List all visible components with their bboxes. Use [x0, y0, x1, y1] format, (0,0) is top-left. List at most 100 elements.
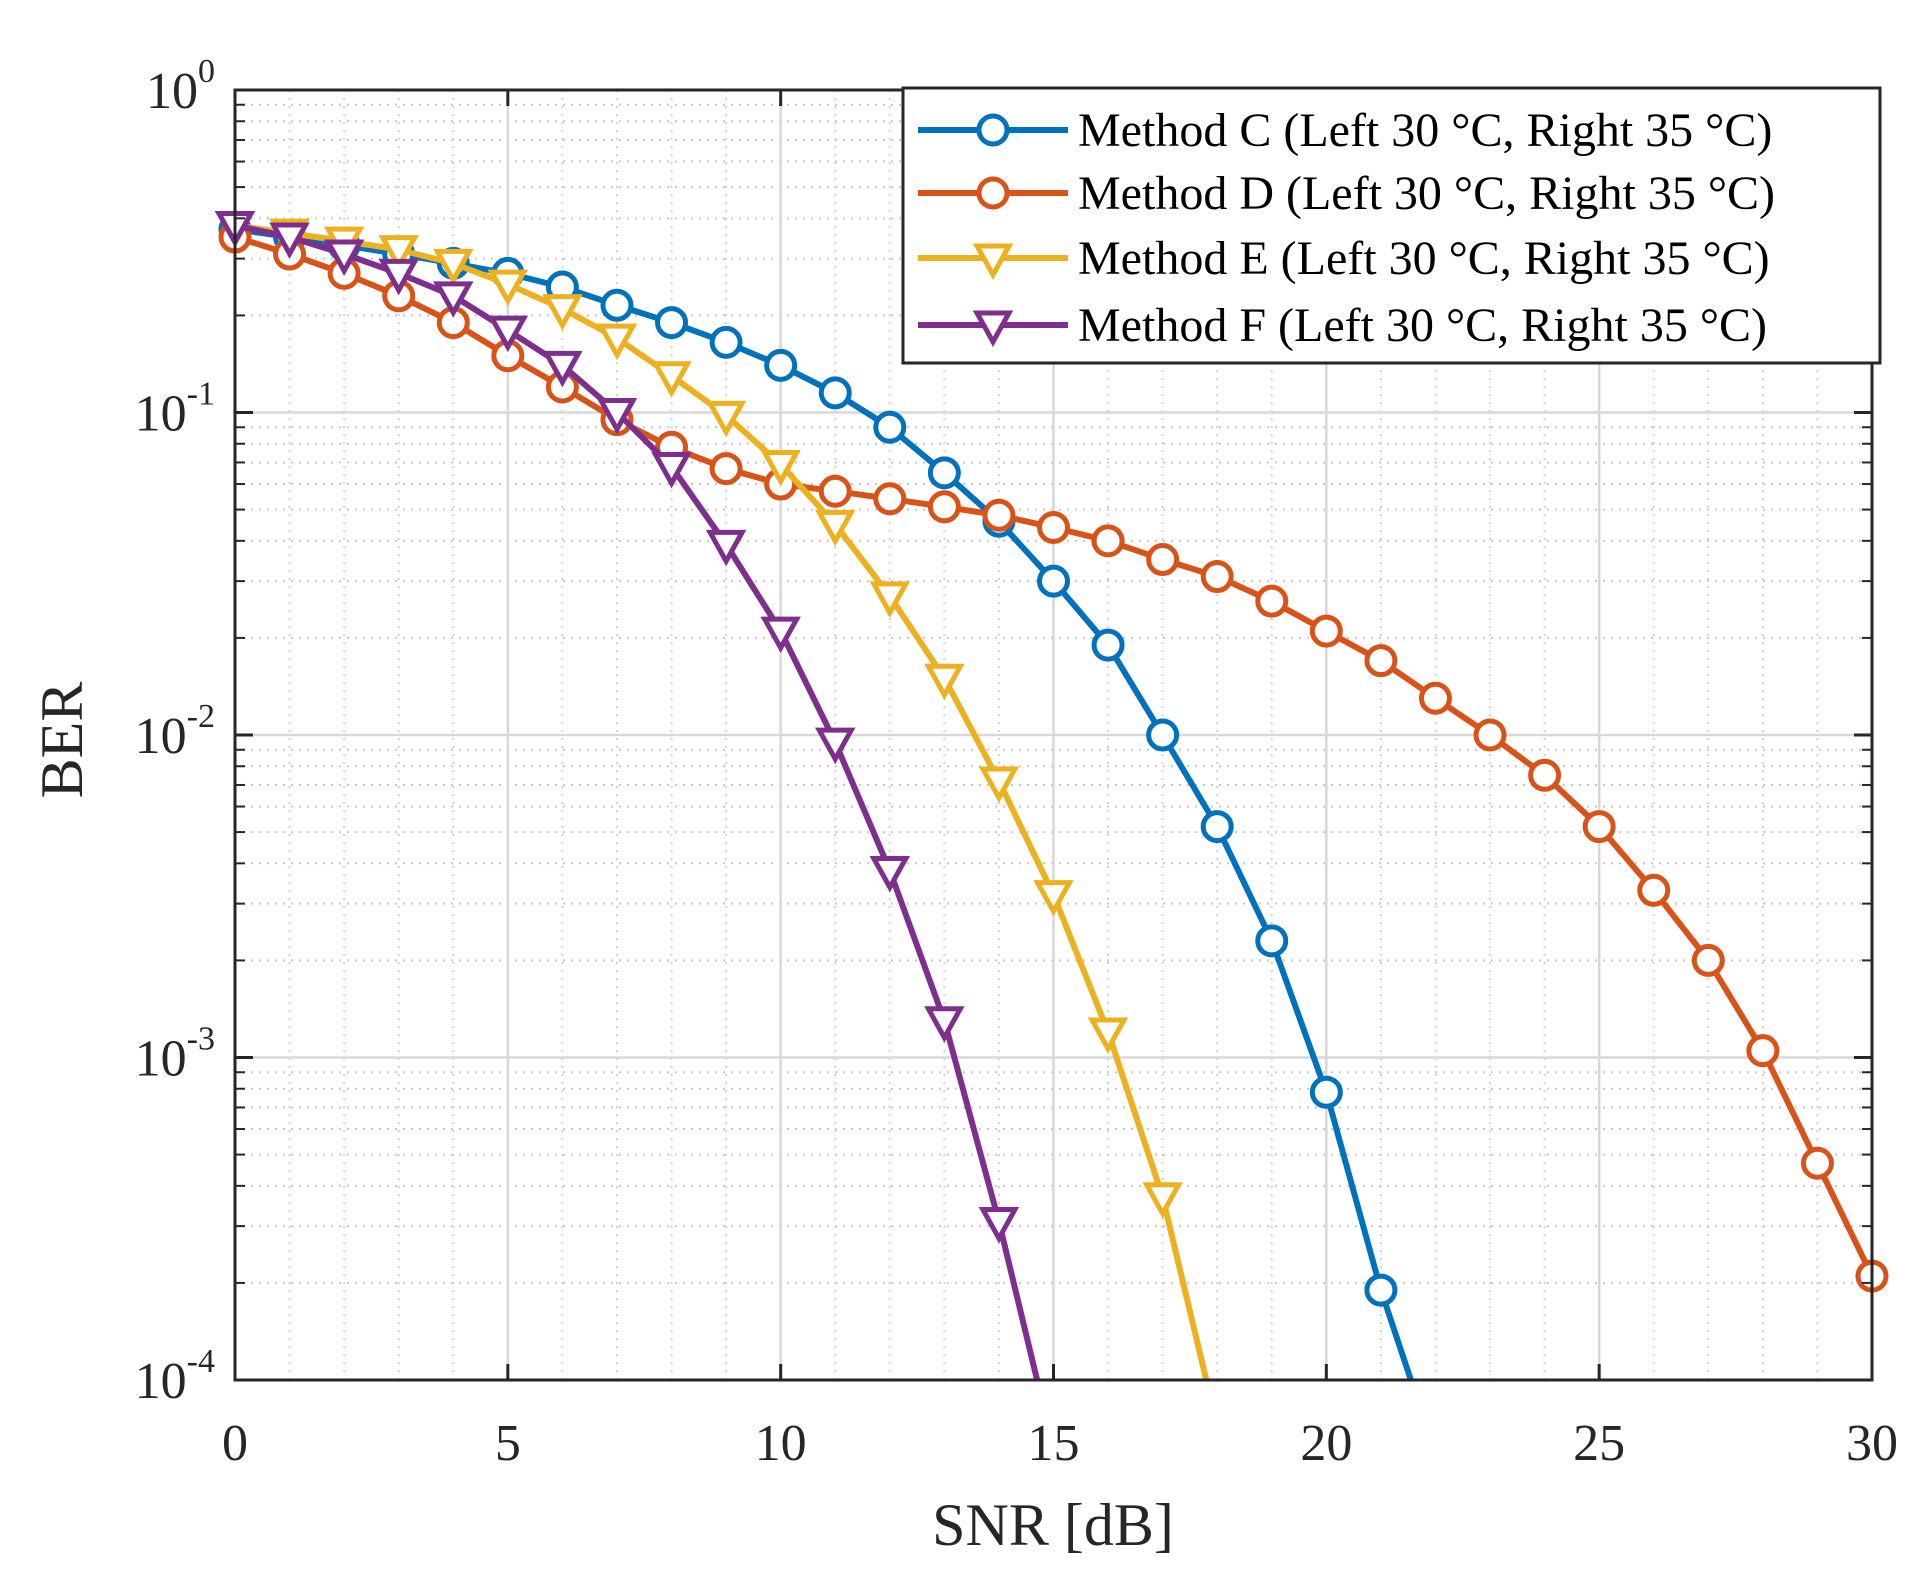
y-tick-base: 10 — [135, 386, 187, 443]
data-point — [764, 348, 798, 382]
data-point — [1528, 758, 1562, 792]
data-point — [1255, 584, 1289, 618]
data-point — [1091, 628, 1125, 662]
data-point — [596, 323, 638, 361]
x-tick-label: 25 — [1573, 1415, 1625, 1472]
data-point — [433, 281, 474, 318]
data-point — [873, 410, 907, 444]
legend-label: Method F (Left 30 °C, Right 35 °C) — [1078, 299, 1767, 352]
data-point — [1200, 810, 1234, 844]
data-point — [1309, 1075, 1343, 1109]
y-tick-exponent: -4 — [187, 1343, 215, 1380]
data-point — [600, 288, 634, 322]
data-point — [705, 400, 747, 438]
y-tick-label: 10-4 — [135, 1343, 215, 1410]
data-point — [378, 235, 419, 272]
data-point — [814, 727, 856, 765]
legend-marker — [972, 243, 1014, 280]
legend-label: Method E (Left 30 °C, Right 35 °C) — [1078, 232, 1770, 285]
x-tick-label: 20 — [1300, 1415, 1352, 1472]
data-point — [924, 663, 965, 701]
data-point — [655, 306, 689, 340]
y-tick-label: 10-1 — [135, 376, 215, 443]
data-point — [651, 361, 692, 398]
data-point — [1691, 943, 1725, 977]
data-point — [1746, 1034, 1780, 1068]
data-point — [982, 498, 1016, 532]
data-point — [1146, 543, 1180, 577]
y-tick-exponent: -2 — [187, 698, 215, 735]
series-f — [214, 211, 1041, 1381]
data-point — [978, 766, 1020, 803]
x-tick-label: 10 — [755, 1415, 807, 1472]
data-point — [542, 294, 583, 331]
data-point — [1037, 564, 1070, 598]
x-tick-label: 15 — [1028, 1415, 1080, 1472]
data-point — [818, 474, 852, 508]
data-point — [487, 269, 529, 307]
data-point — [1473, 718, 1507, 752]
x-tick-label: 0 — [222, 1415, 248, 1472]
y-tick-base: 10 — [135, 1353, 187, 1410]
y-tick-exponent: -3 — [187, 1021, 215, 1058]
y-tick-exponent: -1 — [187, 376, 215, 413]
data-point — [1037, 510, 1070, 544]
legend-entry: Method D (Left 30 °C, Right 35 °C) — [918, 167, 1775, 220]
data-point — [323, 239, 365, 276]
series-d — [218, 220, 1889, 1293]
data-point — [596, 398, 638, 435]
y-tick-base: 10 — [135, 708, 187, 765]
data-point — [709, 325, 743, 359]
legend-label: Method C (Left 30 °C, Right 35 °C) — [1078, 104, 1772, 157]
legend-entry: Method F (Left 30 °C, Right 35 °C) — [918, 299, 1767, 352]
data-point — [818, 376, 852, 410]
y-tick-exponent: 0 — [198, 53, 215, 90]
data-point — [705, 529, 747, 567]
data-point — [1091, 524, 1125, 558]
data-point — [487, 315, 529, 353]
data-point — [927, 490, 961, 524]
x-tick-label: 30 — [1846, 1415, 1898, 1472]
data-point — [978, 1207, 1020, 1244]
data-point — [1146, 718, 1180, 752]
y-tick-base: 10 — [135, 1031, 187, 1088]
data-point — [927, 456, 961, 490]
x-tick-labels: 0 5 10 15 20 25 30 — [222, 1415, 1898, 1472]
data-point — [1087, 1017, 1129, 1054]
y-tick-label: 100 — [146, 53, 215, 120]
data-point — [433, 248, 474, 286]
legend-entry: Method C (Left 30 °C, Right 35 °C) — [918, 104, 1772, 157]
data-point — [1364, 644, 1398, 678]
data-point — [1033, 880, 1074, 917]
data-point — [814, 509, 856, 547]
legend-marker — [972, 310, 1014, 347]
legend-entry: Method E (Left 30 °C, Right 35 °C) — [918, 232, 1770, 285]
data-point — [1800, 1146, 1834, 1180]
x-axis-title: SNR [dB] — [932, 1492, 1174, 1558]
legend: Method C (Left 30 °C, Right 35 °C) Method… — [901, 86, 1882, 365]
data-point — [1582, 810, 1616, 844]
x-tick-label: 5 — [495, 1415, 521, 1472]
data-point — [1255, 924, 1289, 958]
data-point — [869, 581, 911, 618]
data-point — [1637, 873, 1671, 907]
data-point — [760, 616, 801, 654]
data-point — [651, 452, 692, 489]
axis-ticks — [233, 88, 1874, 1382]
y-tick-base: 10 — [146, 63, 198, 120]
y-tick-label: 10-3 — [135, 1021, 215, 1088]
data-point — [1309, 614, 1343, 648]
data-point — [1200, 560, 1234, 594]
legend-marker — [976, 113, 1010, 147]
data-point — [1364, 1273, 1398, 1307]
data-point — [1418, 681, 1452, 715]
data-point — [760, 449, 801, 487]
legend-label: Method D (Left 30 °C, Right 35 °C) — [1078, 167, 1775, 220]
data-point — [378, 258, 419, 296]
data-point — [924, 1006, 965, 1043]
y-tick-label: 10-2 — [135, 698, 215, 765]
data-point — [269, 222, 310, 259]
data-point — [873, 482, 907, 516]
